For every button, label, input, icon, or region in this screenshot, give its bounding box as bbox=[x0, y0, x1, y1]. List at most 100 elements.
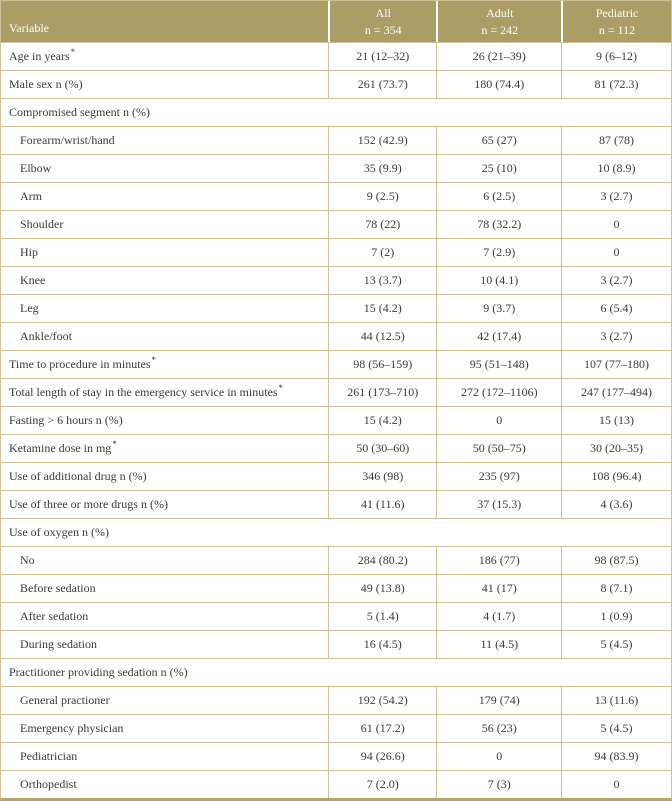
row-label-text: Ketamine dose in mg bbox=[9, 441, 112, 455]
cell-value: 235 (97) bbox=[436, 463, 561, 490]
cell-value: 95 (51–148) bbox=[436, 351, 561, 378]
cell-value: 98 (56–159) bbox=[327, 351, 437, 378]
cell-value: 10 (4.1) bbox=[436, 267, 561, 294]
cell-value: 21 (12–32) bbox=[327, 43, 437, 70]
cell-value: 0 bbox=[561, 771, 671, 798]
row-label-text: Pediatrician bbox=[20, 749, 78, 763]
cell-value: 4 (3.6) bbox=[561, 491, 671, 518]
row-label: Use of three or more drugs n (%) bbox=[1, 491, 328, 518]
cell-value: 5 (1.4) bbox=[327, 603, 437, 630]
cell-value: 152 (42.9) bbox=[327, 127, 437, 154]
row-label-text: Ankle/foot bbox=[20, 329, 72, 343]
table-row: Hip 7 (2) 7 (2.9) 0 bbox=[1, 238, 671, 266]
cell-value: 56 (23) bbox=[436, 715, 561, 742]
table-row: Leg 15 (4.2) 9 (3.7) 6 (5.4) bbox=[1, 294, 671, 322]
cell-value: 81 (72.3) bbox=[561, 71, 671, 98]
row-label: General practioner bbox=[1, 687, 328, 714]
asterisk-marker: * bbox=[70, 47, 76, 57]
cell-value: 5 (4.5) bbox=[561, 715, 671, 742]
cell-value: 186 (77) bbox=[436, 547, 561, 574]
cell-value: 65 (27) bbox=[436, 127, 561, 154]
table-row: Age in years * 21 (12–32) 26 (21–39) 9 (6–12… bbox=[1, 42, 671, 70]
row-label: Shoulder bbox=[1, 211, 328, 238]
row-label-text: General practioner bbox=[20, 693, 110, 707]
table-row: Elbow 35 (9.9) 25 (10) 10 (8.9) bbox=[1, 154, 671, 182]
row-label: After sedation bbox=[1, 603, 328, 630]
table-row: Orthopedist 7 (2.0) 7 (3) 0 bbox=[1, 770, 671, 798]
table-row: General practioner 192 (54.2) 179 (74) 13 (… bbox=[1, 686, 671, 714]
section-label: Compromised segment n (%) bbox=[1, 99, 671, 126]
table-row: Arm 9 (2.5) 6 (2.5) 3 (2.7) bbox=[1, 182, 671, 210]
cell-value: 16 (4.5) bbox=[327, 631, 437, 658]
cell-value: 261 (173–710) bbox=[327, 379, 437, 406]
row-label: Knee bbox=[1, 267, 328, 294]
cell-value: 9 (3.7) bbox=[436, 295, 561, 322]
cell-value: 179 (74) bbox=[436, 687, 561, 714]
table-row: Ketamine dose in mg * 50 (30–60) 50 (50–75)… bbox=[1, 434, 671, 462]
column-header-variable: Variable bbox=[1, 1, 328, 42]
cell-value: 0 bbox=[436, 407, 561, 434]
cell-value: 11 (4.5) bbox=[436, 631, 561, 658]
row-label: Forearm/wrist/hand bbox=[1, 127, 328, 154]
cell-value: 61 (17.2) bbox=[327, 715, 437, 742]
table-row: Time to procedure in minutes * 98 (56–159)… bbox=[1, 350, 671, 378]
cell-value: 7 (3) bbox=[436, 771, 561, 798]
row-label-text: During sedation bbox=[20, 637, 97, 651]
cell-value: 7 (2) bbox=[327, 239, 437, 266]
cell-value: 30 (20–35) bbox=[561, 435, 671, 462]
cell-value: 35 (9.9) bbox=[327, 155, 437, 182]
cell-value: 6 (2.5) bbox=[436, 183, 561, 210]
cell-value: 87 (78) bbox=[561, 127, 671, 154]
cell-value: 272 (172–1106) bbox=[436, 379, 561, 406]
cell-value: 15 (4.2) bbox=[327, 407, 437, 434]
cell-value: 261 (73.7) bbox=[327, 71, 437, 98]
table-row: Shoulder 78 (22) 78 (32.2) 0 bbox=[1, 210, 671, 238]
cell-value: 13 (3.7) bbox=[327, 267, 437, 294]
row-label: Male sex n (%) bbox=[1, 71, 328, 98]
row-label: Orthopedist bbox=[1, 771, 328, 798]
table-body: Age in years * 21 (12–32) 26 (21–39) 9 (6–12… bbox=[1, 42, 671, 798]
table-row: Pediatrician 94 (26.6) 0 94 (83.9) bbox=[1, 742, 671, 770]
cell-value: 98 (87.5) bbox=[561, 547, 671, 574]
table-row: Forearm/wrist/hand 152 (42.9) 65 (27) 87 (7… bbox=[1, 126, 671, 154]
pediatric-column-label: Pediatric bbox=[595, 6, 639, 21]
cell-value: 3 (2.7) bbox=[561, 183, 671, 210]
cell-value: 42 (17.4) bbox=[436, 323, 561, 350]
row-label-text: Practitioner providing sedation n (%) bbox=[9, 665, 188, 679]
cell-value: 78 (32.2) bbox=[436, 211, 561, 238]
cell-value: 0 bbox=[436, 743, 561, 770]
row-label: Ankle/foot bbox=[1, 323, 328, 350]
cell-value: 284 (80.2) bbox=[327, 547, 437, 574]
table-row: Fasting > 6 hours n (%) 15 (4.2) 0 15 (13) bbox=[1, 406, 671, 434]
cell-value: 37 (15.3) bbox=[436, 491, 561, 518]
row-label: No bbox=[1, 547, 328, 574]
row-label-text: Time to procedure in minutes bbox=[9, 357, 151, 371]
cell-value: 13 (11.6) bbox=[561, 687, 671, 714]
table-row: No 284 (80.2) 186 (77) 98 (87.5) bbox=[1, 546, 671, 574]
column-header-all: All n = 354 bbox=[327, 1, 437, 42]
cell-value: 0 bbox=[561, 239, 671, 266]
cell-value: 50 (30–60) bbox=[327, 435, 437, 462]
cell-value: 9 (6–12) bbox=[561, 43, 671, 70]
cell-value: 10 (8.9) bbox=[561, 155, 671, 182]
cell-value: 94 (83.9) bbox=[561, 743, 671, 770]
row-label: Emergency physician bbox=[1, 715, 328, 742]
row-label-text: Use of additional drug n (%) bbox=[9, 469, 147, 483]
row-label: Fasting > 6 hours n (%) bbox=[1, 407, 328, 434]
all-column-label: All bbox=[375, 6, 391, 21]
cell-value: 180 (74.4) bbox=[436, 71, 561, 98]
cell-value: 8 (7.1) bbox=[561, 575, 671, 602]
row-label-text: Male sex n (%) bbox=[9, 77, 83, 91]
adult-column-label: Adult bbox=[486, 6, 514, 21]
cell-value: 41 (11.6) bbox=[327, 491, 437, 518]
asterisk-marker: * bbox=[112, 439, 117, 449]
cell-value: 6 (5.4) bbox=[561, 295, 671, 322]
row-label: Arm bbox=[1, 183, 328, 210]
row-label-text: Orthopedist bbox=[20, 777, 77, 791]
row-label: Age in years * bbox=[1, 43, 328, 70]
table-row: Emergency physician 61 (17.2) 56 (23) 5 (4.… bbox=[1, 714, 671, 742]
cell-value: 5 (4.5) bbox=[561, 631, 671, 658]
row-label-text: Knee bbox=[20, 273, 46, 287]
cell-value: 3 (2.7) bbox=[561, 267, 671, 294]
